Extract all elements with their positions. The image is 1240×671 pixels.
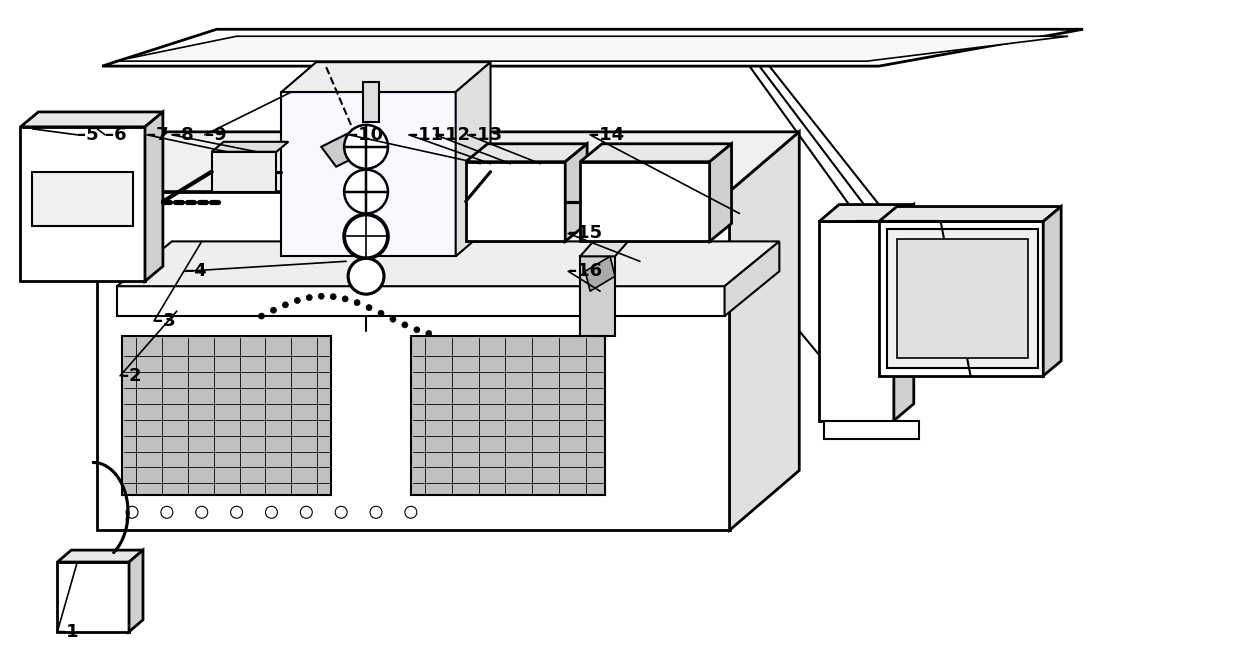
Text: –9: –9	[205, 126, 227, 144]
Polygon shape	[281, 92, 455, 256]
Circle shape	[270, 307, 277, 313]
Circle shape	[342, 296, 348, 302]
Text: –11: –11	[409, 126, 443, 144]
Circle shape	[231, 507, 243, 518]
Polygon shape	[122, 336, 331, 495]
Circle shape	[283, 302, 289, 308]
Text: –13: –13	[467, 126, 502, 144]
Polygon shape	[565, 144, 587, 242]
Polygon shape	[21, 127, 145, 281]
Polygon shape	[410, 336, 605, 495]
Circle shape	[402, 322, 408, 328]
Text: –3: –3	[154, 312, 176, 330]
Circle shape	[414, 327, 420, 333]
Polygon shape	[129, 550, 143, 632]
Polygon shape	[117, 287, 724, 316]
Circle shape	[405, 507, 417, 518]
Polygon shape	[21, 112, 162, 127]
Text: –10: –10	[350, 126, 383, 144]
Polygon shape	[729, 132, 800, 530]
Polygon shape	[825, 421, 919, 439]
Polygon shape	[879, 207, 1061, 221]
Text: –5: –5	[77, 126, 99, 144]
Circle shape	[300, 507, 312, 518]
Polygon shape	[455, 62, 491, 256]
Circle shape	[335, 507, 347, 518]
Polygon shape	[1043, 207, 1061, 376]
Text: –8: –8	[172, 126, 193, 144]
Polygon shape	[580, 162, 709, 242]
Circle shape	[330, 294, 336, 300]
Circle shape	[366, 305, 372, 311]
Circle shape	[306, 295, 312, 301]
Circle shape	[265, 507, 278, 518]
Circle shape	[348, 258, 384, 294]
Polygon shape	[57, 550, 143, 562]
Polygon shape	[820, 221, 894, 421]
Polygon shape	[281, 62, 491, 92]
Polygon shape	[466, 144, 587, 162]
Polygon shape	[580, 217, 650, 256]
Polygon shape	[897, 240, 1028, 358]
Text: –7: –7	[148, 126, 169, 144]
Polygon shape	[57, 562, 129, 632]
Polygon shape	[894, 205, 914, 421]
Circle shape	[126, 507, 138, 518]
Polygon shape	[32, 172, 133, 226]
Circle shape	[345, 215, 388, 258]
Polygon shape	[580, 256, 615, 336]
Circle shape	[258, 313, 264, 319]
Circle shape	[319, 293, 324, 299]
Circle shape	[345, 170, 388, 213]
Polygon shape	[363, 82, 379, 122]
Polygon shape	[466, 162, 565, 242]
Polygon shape	[212, 152, 277, 192]
Polygon shape	[321, 132, 366, 166]
Polygon shape	[97, 192, 729, 530]
Circle shape	[196, 507, 208, 518]
Polygon shape	[580, 144, 732, 162]
Polygon shape	[820, 205, 914, 221]
Circle shape	[425, 330, 432, 336]
Text: –6: –6	[105, 126, 126, 144]
Polygon shape	[724, 242, 779, 316]
Polygon shape	[117, 242, 779, 287]
Text: –16: –16	[568, 262, 603, 280]
Text: –4: –4	[185, 262, 206, 280]
Circle shape	[345, 125, 388, 168]
Circle shape	[294, 297, 300, 303]
Circle shape	[370, 507, 382, 518]
Polygon shape	[887, 229, 1038, 368]
Text: –15: –15	[568, 224, 603, 242]
Polygon shape	[145, 112, 162, 281]
Circle shape	[161, 507, 172, 518]
Text: –12: –12	[435, 126, 470, 144]
Polygon shape	[879, 221, 1043, 376]
Text: –2: –2	[120, 367, 141, 385]
Polygon shape	[709, 144, 732, 242]
Text: –14: –14	[590, 126, 624, 144]
Polygon shape	[97, 132, 800, 192]
Polygon shape	[212, 142, 289, 152]
Text: –1: –1	[57, 623, 79, 641]
Polygon shape	[585, 256, 615, 291]
Circle shape	[355, 300, 360, 305]
Circle shape	[389, 316, 396, 322]
Polygon shape	[115, 36, 1068, 61]
Circle shape	[378, 310, 384, 316]
